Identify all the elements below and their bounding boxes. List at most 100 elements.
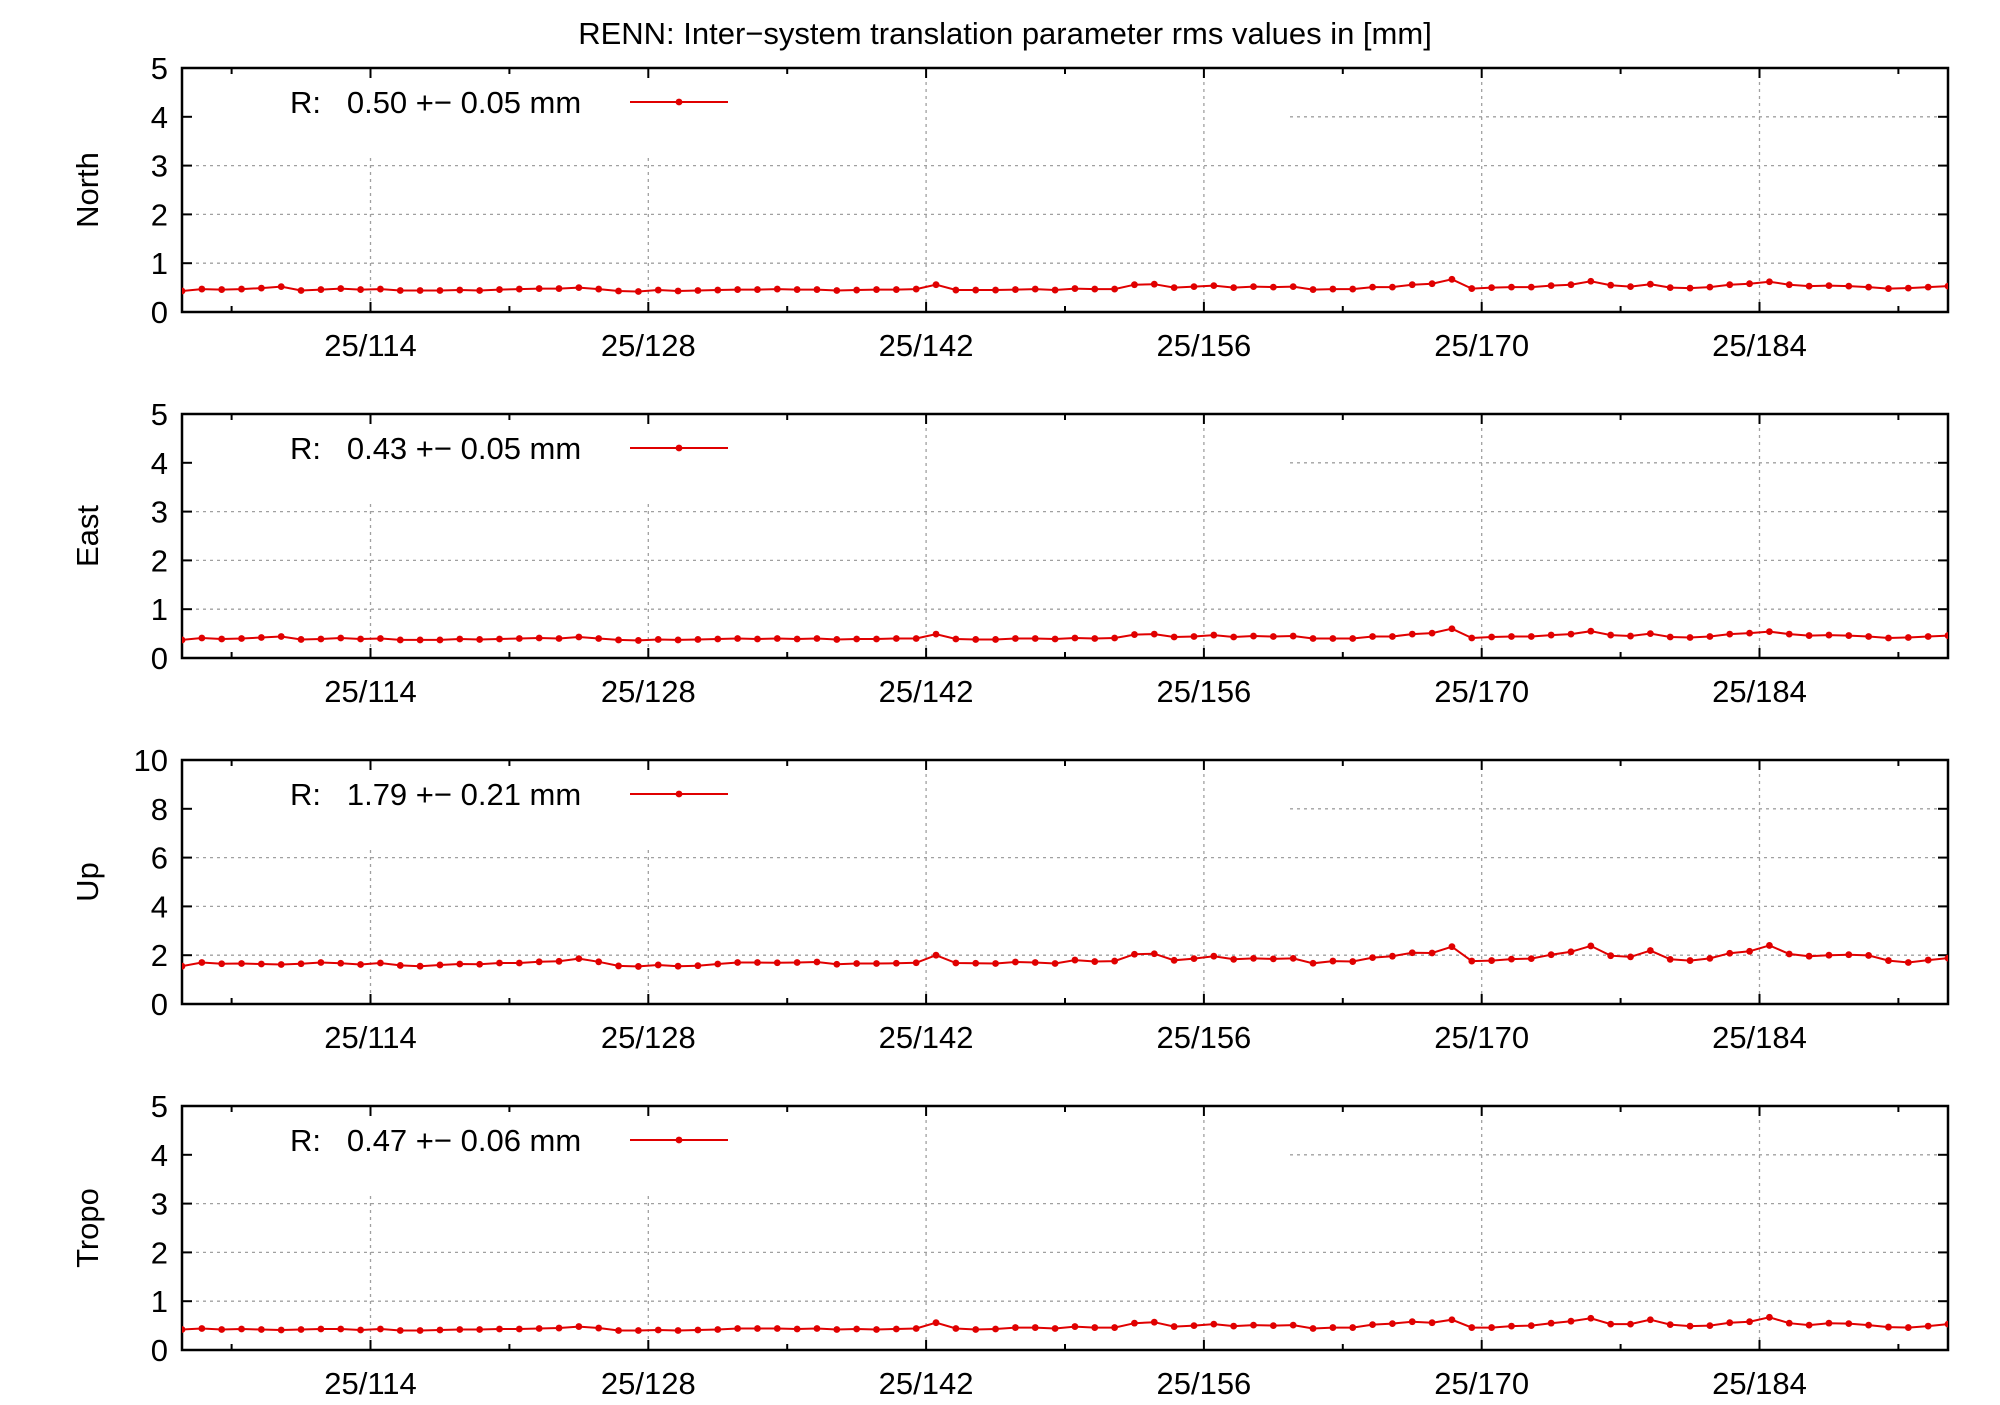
data-point: [1448, 1316, 1456, 1324]
data-point: [198, 285, 206, 293]
data-point: [1607, 631, 1615, 639]
data-point: [575, 633, 583, 641]
data-point: [1766, 628, 1773, 636]
data-point: [1269, 283, 1277, 291]
data-point: [218, 286, 226, 293]
data-point: [357, 1326, 364, 1334]
data-point: [1885, 1323, 1892, 1331]
data-point: [1170, 956, 1178, 964]
data-point: [1686, 1322, 1694, 1330]
data-point: [1369, 1321, 1376, 1329]
data-point: [615, 1327, 622, 1334]
data-point: [1170, 1323, 1178, 1330]
data-point: [694, 962, 702, 970]
data-point: [1349, 285, 1357, 293]
data-point: [754, 959, 761, 966]
data-point: [1527, 283, 1535, 291]
data-point: [1468, 1324, 1476, 1331]
data-point: [892, 959, 900, 967]
data-point: [1190, 955, 1198, 963]
data-point: [476, 960, 484, 968]
data-point: [992, 286, 999, 294]
data-point: [238, 960, 245, 967]
data-point: [1845, 1320, 1853, 1328]
data-point: [257, 284, 265, 292]
y-tick-label: 4: [151, 1138, 168, 1173]
data-point: [992, 1325, 999, 1333]
x-tick-label: 25/184: [1712, 1366, 1807, 1400]
series-up: [182, 942, 1948, 970]
data-point: [1448, 625, 1456, 633]
data-point: [357, 286, 364, 293]
data-point: [912, 959, 920, 967]
data-point: [754, 635, 761, 643]
data-point: [793, 1325, 801, 1333]
data-point: [535, 634, 543, 642]
y-tick-label: 2: [151, 543, 168, 578]
data-point: [813, 286, 821, 293]
data-point: [1865, 1321, 1873, 1329]
data-point: [833, 1326, 841, 1333]
data-point: [674, 636, 682, 644]
y-tick-label: 4: [151, 446, 168, 481]
data-point: [912, 285, 920, 293]
data-point: [1230, 955, 1238, 963]
legend-label: R: 0.43 +− 0.05 mm: [290, 431, 581, 466]
data-point: [754, 1325, 761, 1332]
y-tick-label: 2: [151, 1235, 168, 1270]
data-point: [1468, 634, 1476, 642]
data-point: [1289, 954, 1297, 962]
data-point: [595, 635, 603, 642]
data-point: [1646, 947, 1654, 954]
data-point: [1805, 1321, 1813, 1329]
data-point: [714, 1326, 722, 1333]
data-point: [1210, 631, 1218, 639]
data-point: [1646, 280, 1654, 288]
data-point: [1150, 630, 1158, 638]
data-point: [1428, 280, 1436, 288]
y-tick-label: 2: [151, 938, 168, 973]
data-point: [198, 634, 206, 642]
data-point: [833, 287, 841, 294]
data-point: [218, 1326, 226, 1333]
data-point: [1746, 1318, 1753, 1326]
data-point: [793, 286, 801, 293]
data-point: [1924, 1322, 1932, 1330]
data-point: [1904, 959, 1912, 966]
data-point: [1666, 955, 1674, 963]
data-point: [1547, 1319, 1555, 1327]
data-point: [1269, 955, 1277, 963]
y-tick-label: 3: [151, 495, 168, 530]
panel-east: 0 1 2 3 4 5 25/114 25/128 25/142 25/156 25/170 25/1…: [70, 397, 1950, 709]
data-point: [257, 634, 265, 641]
x-tick-label: 25/170: [1434, 328, 1529, 363]
data-point: [634, 963, 642, 970]
data-point: [773, 959, 781, 967]
x-tick-label: 25/156: [1156, 1020, 1251, 1055]
data-point: [1587, 277, 1595, 285]
data-point: [1527, 633, 1535, 640]
y-tick-label: 4: [151, 100, 168, 135]
data-point: [317, 1325, 325, 1333]
data-point: [218, 960, 226, 968]
data-point: [416, 287, 424, 294]
data-point: [1508, 955, 1515, 963]
data-point: [694, 1326, 702, 1334]
data-point: [1508, 1322, 1515, 1330]
x-tick-label: 25/114: [324, 1366, 417, 1400]
data-point: [1448, 275, 1456, 283]
data-point: [1230, 284, 1238, 291]
panel-tropo: 0 1 2 3 4 5 25/114 25/128 25/142 25/156 25/170 25/1…: [70, 1089, 1950, 1401]
data-point: [1329, 957, 1337, 965]
x-tick-label: 25/128: [601, 1366, 696, 1400]
data-point: [1011, 1324, 1019, 1331]
data-point: [1111, 1324, 1119, 1331]
data-point: [1428, 1319, 1436, 1327]
data-point: [555, 957, 563, 965]
data-point: [952, 635, 960, 643]
data-point: [595, 285, 603, 293]
data-point: [297, 636, 305, 643]
data-point: [1230, 1322, 1238, 1330]
data-point: [396, 962, 404, 969]
data-point: [892, 635, 900, 642]
